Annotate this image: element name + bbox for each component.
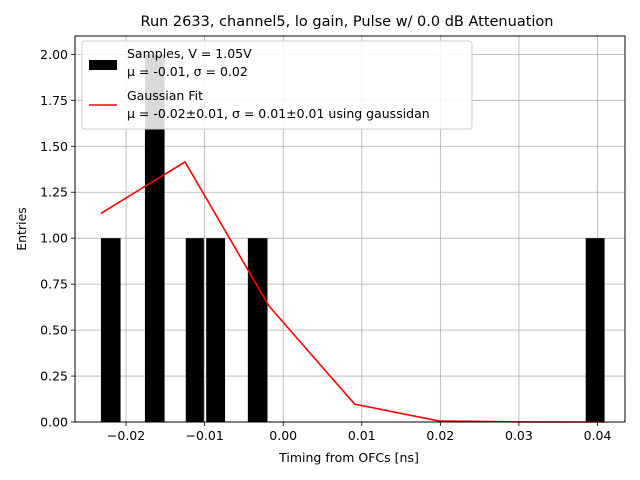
legend-box: [81, 40, 473, 130]
grid: [75, 36, 625, 423]
x-tick-label: 0.03: [505, 428, 533, 443]
histogram-bar: [585, 238, 605, 422]
y-tick-label: 0.00: [40, 415, 68, 430]
legend-samples-swatch: [89, 60, 117, 70]
histogram-bar: [144, 54, 165, 422]
y-axis-ticks: 0.00 0.25 0.50 0.75 1.00 1.25 1.50 1.75 2.00: [40, 47, 75, 430]
y-tick-label: 1.75: [40, 93, 68, 108]
chart-title: Run 2633, channel5, lo gain, Pulse w/ 0.…: [141, 14, 554, 30]
y-tick-label: 1.25: [40, 185, 68, 200]
x-tick-label: 0.00: [269, 428, 297, 443]
x-tick-label: −0.02: [107, 428, 145, 443]
x-tick-label: 0.04: [584, 428, 612, 443]
x-tick-label: 0.01: [348, 428, 376, 443]
fit-line-group: [100, 160, 605, 423]
x-tick-label: −0.01: [185, 428, 223, 443]
legend-fit-label: Gaussian Fit: [127, 88, 203, 103]
y-tick-label: 1.00: [40, 231, 68, 246]
histogram-bar: [206, 238, 226, 422]
plot-frame: [74, 35, 626, 423]
histogram-bars: [100, 54, 605, 422]
histogram-bar: [247, 238, 268, 422]
y-tick-label: 0.25: [40, 369, 68, 384]
y-tick-label: 1.50: [40, 139, 68, 154]
y-tick-label: 2.00: [40, 47, 68, 62]
y-axis-label: Entries: [14, 207, 29, 251]
histogram-bar: [185, 238, 204, 422]
legend-fit-stats: μ = -0.02±0.01, σ = 0.01±0.01 using gaus…: [127, 106, 430, 121]
legend-samples-label: Samples, V = 1.05V: [127, 46, 252, 61]
x-axis-ticks: −0.02 −0.01 0.00 0.01 0.02 0.03 0.04: [107, 422, 612, 443]
legend: Samples, V = 1.05V μ = -0.01, σ = 0.02 G…: [81, 40, 473, 130]
histogram-bar: [100, 238, 121, 422]
y-tick-label: 0.75: [40, 277, 68, 292]
gaussian-fit-line: [100, 160, 605, 423]
y-tick-label: 0.50: [40, 323, 68, 338]
x-tick-label: 0.02: [426, 428, 454, 443]
x-axis-label: Timing from OFCs [ns]: [278, 450, 419, 465]
legend-samples-stats: μ = -0.01, σ = 0.02: [127, 64, 248, 79]
